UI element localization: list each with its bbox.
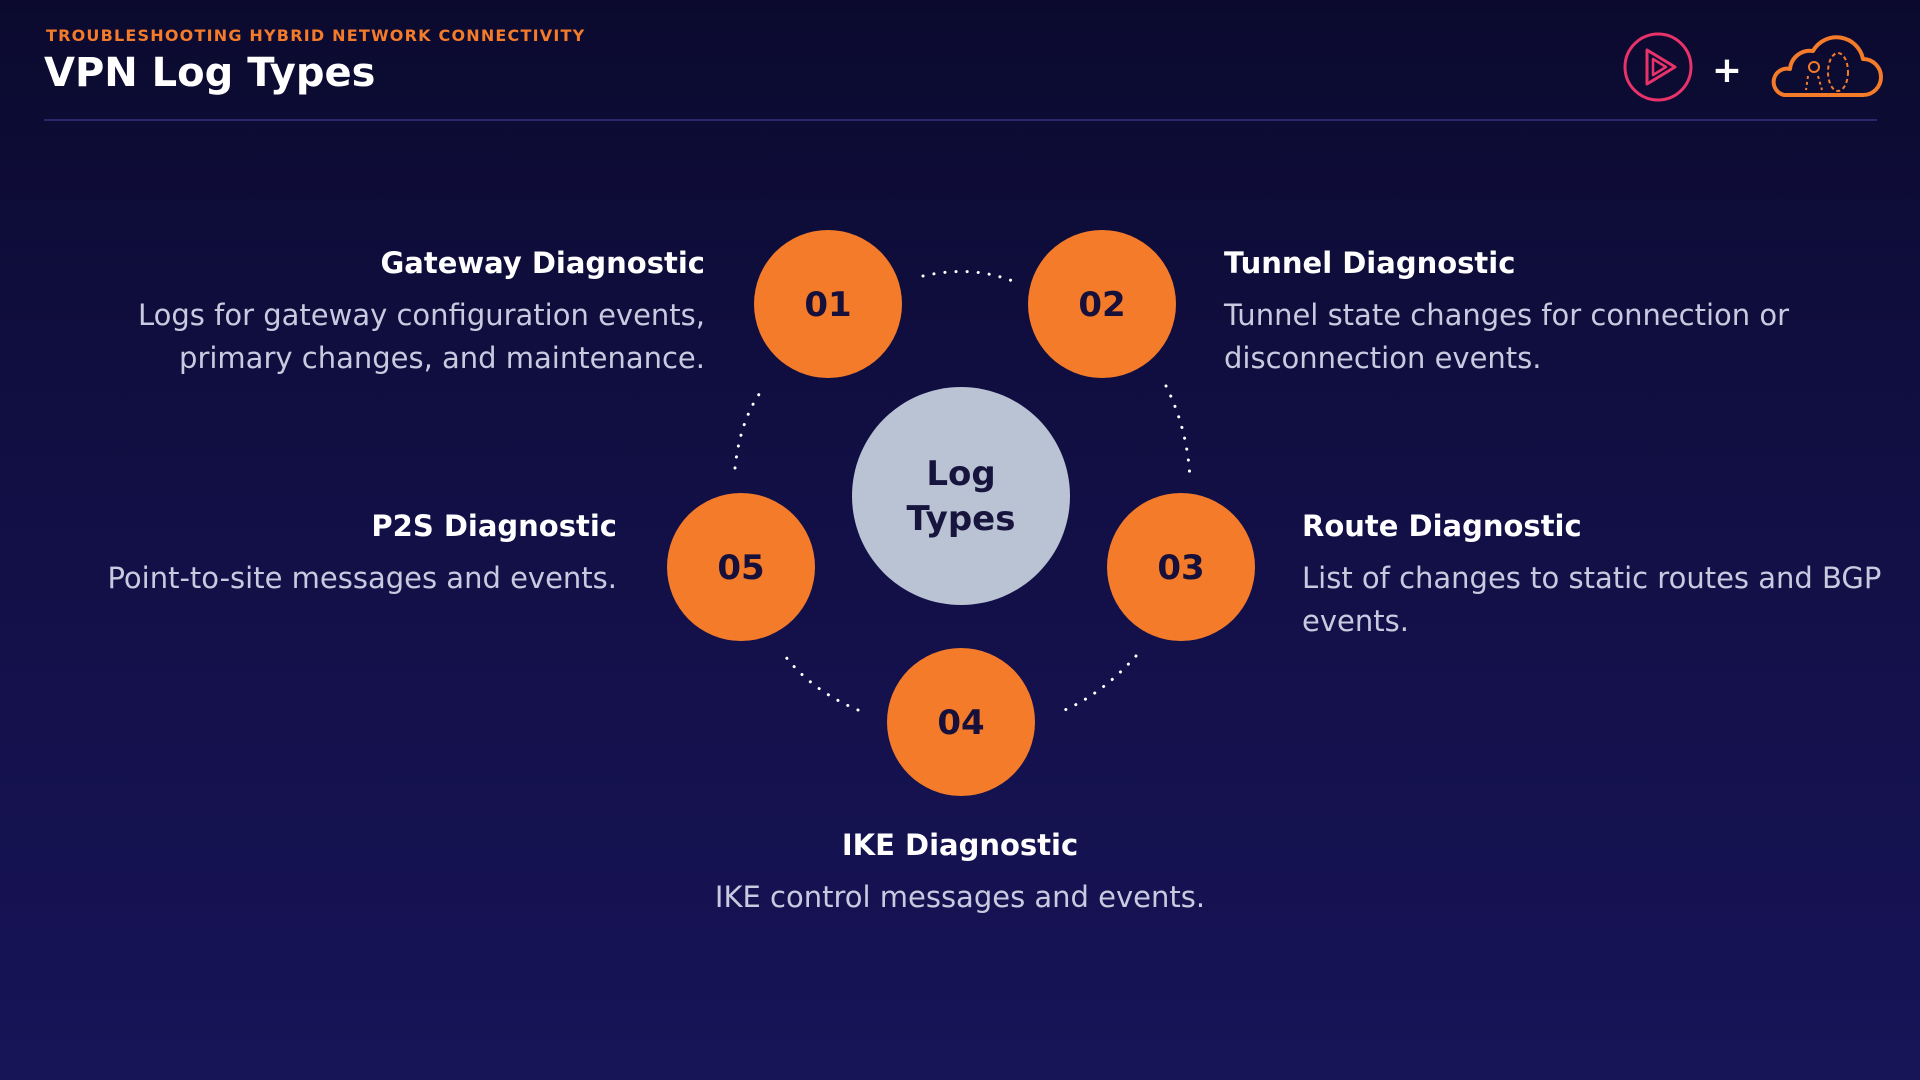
connector-02-03 (1164, 384, 1192, 482)
node-02-number: 02 (1078, 285, 1125, 325)
node-03-number: 03 (1157, 548, 1204, 588)
item-route-desc-line2: events. (1302, 604, 1409, 638)
node-04: 04 (887, 648, 1035, 796)
logo-area: + (1610, 24, 1890, 110)
node-05: 05 (667, 493, 815, 641)
item-route: Route Diagnostic List of changes to stat… (1302, 509, 1881, 643)
item-p2s-title: P2S Diagnostic (371, 509, 617, 543)
connector-01-02 (921, 270, 1022, 286)
center-label-line2: Types (907, 499, 1016, 539)
item-tunnel: Tunnel Diagnostic Tunnel state changes f… (1224, 246, 1789, 380)
connector-05-01 (733, 388, 764, 470)
item-tunnel-title: Tunnel Diagnostic (1224, 246, 1516, 280)
page-title: VPN Log Types (44, 50, 376, 96)
item-gateway-title: Gateway Diagnostic (380, 246, 705, 280)
item-tunnel-desc-line2: disconnection events. (1224, 341, 1542, 375)
node-02: 02 (1028, 230, 1176, 378)
connector-03-04 (1058, 654, 1138, 714)
node-03: 03 (1107, 493, 1255, 641)
item-ike-desc-line1: IKE control messages and events. (714, 880, 1206, 914)
item-gateway-desc-line2: primary changes, and maintenance. (179, 341, 705, 375)
node-05-number: 05 (717, 548, 764, 588)
item-ike-title: IKE Diagnostic (841, 828, 1079, 862)
item-p2s-desc-line1: Point-to-site messages and events. (107, 561, 617, 595)
item-ike: IKE Diagnostic IKE control messages and … (660, 828, 1260, 919)
center-node: Log Types (852, 387, 1070, 605)
item-gateway-desc-line1: Logs for gateway configuration events, (138, 298, 705, 332)
eyebrow-subtitle: TROUBLESHOOTING HYBRID NETWORK CONNECTIV… (46, 26, 586, 45)
cloud-icon (1771, 35, 1883, 97)
node-01: 01 (754, 230, 902, 378)
item-route-title: Route Diagnostic (1302, 509, 1582, 543)
connector-04-05 (780, 650, 860, 712)
node-04-number: 04 (937, 703, 984, 743)
plus-sign: + (1712, 50, 1742, 91)
node-01-number: 01 (804, 285, 851, 325)
item-p2s: P2S Diagnostic Point-to-site messages an… (107, 509, 617, 600)
item-route-desc-line1: List of changes to static routes and BGP (1302, 561, 1882, 595)
item-gateway: Gateway Diagnostic Logs for gateway conf… (138, 246, 705, 380)
header-divider (44, 119, 1877, 121)
center-label-line1: Log (926, 454, 995, 494)
pluralsight-play-icon (1623, 32, 1693, 102)
item-tunnel-desc-line1: Tunnel state changes for connection or (1224, 298, 1790, 332)
